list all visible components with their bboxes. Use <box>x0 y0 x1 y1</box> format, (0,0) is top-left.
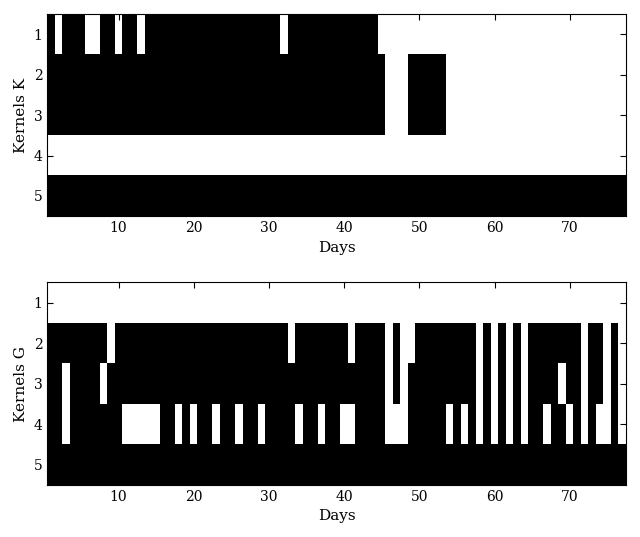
Y-axis label: Kernels G: Kernels G <box>14 345 28 422</box>
X-axis label: Days: Days <box>318 509 355 523</box>
Y-axis label: Kernels K: Kernels K <box>14 77 28 153</box>
X-axis label: Days: Days <box>318 241 355 255</box>
